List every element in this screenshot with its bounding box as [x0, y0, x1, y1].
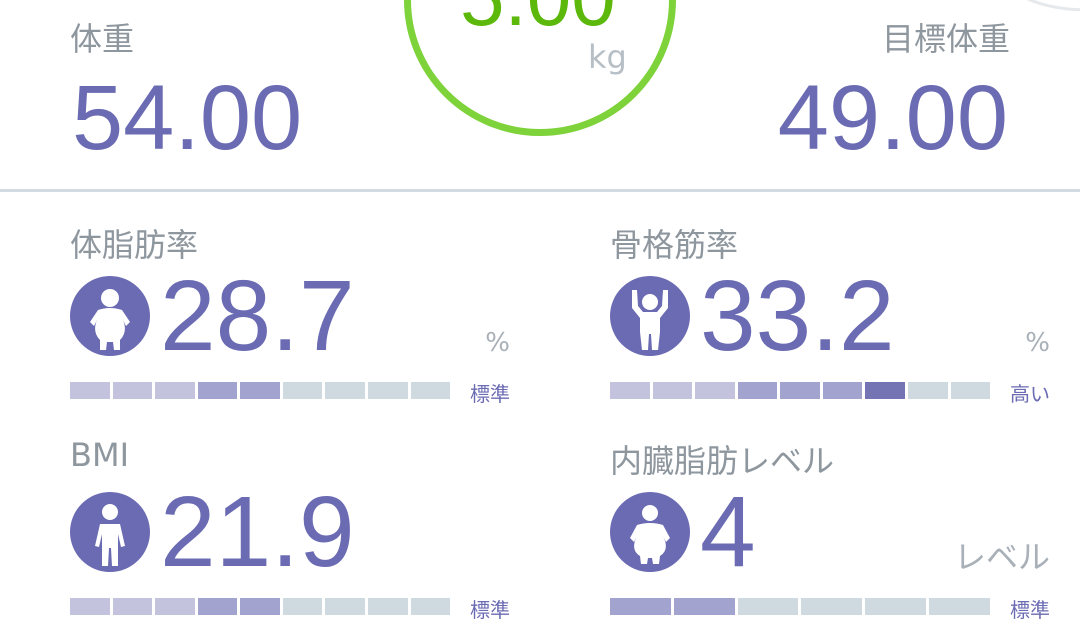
rating-text: 高い — [1010, 382, 1050, 406]
rating-segment — [367, 382, 408, 399]
rating-segment — [112, 598, 153, 615]
rating-segment — [865, 598, 927, 615]
rating-segment — [737, 382, 778, 399]
target-weight-value: 49.00 — [777, 67, 1008, 169]
metric-unit: % — [485, 328, 510, 358]
rating-segment — [410, 382, 451, 399]
rating-segment — [695, 382, 735, 399]
rating-text: 標準 — [470, 382, 510, 406]
rating-segment — [737, 598, 799, 615]
rating-segment — [197, 382, 238, 399]
rating-bar — [70, 382, 451, 399]
metric-label: 内臓脂肪レベル — [610, 442, 835, 480]
difference-value: 5.00 — [460, 0, 616, 38]
rating-segment — [282, 598, 323, 615]
metric-label: 骨格筋率 — [610, 226, 739, 264]
rating-bar — [610, 382, 991, 399]
obese-body-icon — [70, 276, 150, 356]
rating-segment — [155, 382, 195, 399]
rating-segment — [367, 598, 408, 615]
rating-segment — [652, 382, 693, 399]
rating-segment — [801, 598, 863, 615]
metric-value: 33.2 — [700, 260, 895, 372]
metric-unit: % — [1025, 328, 1050, 358]
metric-value: 21.9 — [160, 476, 355, 588]
rating-segment — [410, 598, 451, 615]
rating-segment — [282, 382, 323, 399]
rating-segment — [112, 382, 153, 399]
rating-segment — [780, 382, 820, 399]
rating-segment — [240, 598, 280, 615]
metric-value: 4 — [700, 476, 756, 588]
target-weight-label: 目標体重 — [881, 20, 1010, 58]
muscle-flex-icon — [610, 276, 690, 356]
rating-segment — [907, 382, 948, 399]
weight-label: 体重 — [70, 20, 135, 58]
rating-segment — [950, 382, 991, 399]
visceral-fat-body-icon — [610, 492, 690, 572]
rating-segment — [197, 598, 238, 615]
metric-card-3[interactable]: 内臓脂肪レベル 4 レベル 標準 — [610, 436, 1050, 636]
rating-segment — [240, 382, 280, 399]
rating-segment — [325, 382, 365, 399]
metric-label: 体脂肪率 — [70, 226, 199, 264]
rating-segment — [70, 382, 110, 399]
rating-bar — [610, 598, 990, 615]
rating-segment — [155, 598, 195, 615]
metric-unit: レベル — [953, 538, 1050, 576]
metric-card-0[interactable]: 体脂肪率 28.7 % 標準 — [70, 220, 510, 420]
rating-segment — [610, 382, 650, 399]
divider — [0, 189, 1080, 192]
rating-segment — [929, 598, 990, 615]
difference-unit: kg — [588, 38, 627, 76]
corner-arc — [1026, 0, 1080, 12]
rating-segment — [673, 598, 735, 615]
rating-segment — [325, 598, 365, 615]
rating-text: 標準 — [1010, 598, 1050, 622]
weight-value: 54.00 — [72, 67, 303, 169]
rating-text: 標準 — [470, 598, 510, 622]
rating-bar — [70, 598, 451, 615]
rating-segment — [610, 598, 671, 615]
metric-value: 28.7 — [160, 260, 355, 372]
rating-segment — [70, 598, 110, 615]
rating-segment — [822, 382, 863, 399]
metric-card-2[interactable]: BMI 21.9 標準 — [70, 436, 510, 636]
metric-card-1[interactable]: 骨格筋率 33.2 % 高い — [610, 220, 1050, 420]
standing-person-icon — [70, 492, 150, 572]
metric-label: BMI — [70, 436, 129, 474]
rating-segment — [865, 382, 905, 399]
